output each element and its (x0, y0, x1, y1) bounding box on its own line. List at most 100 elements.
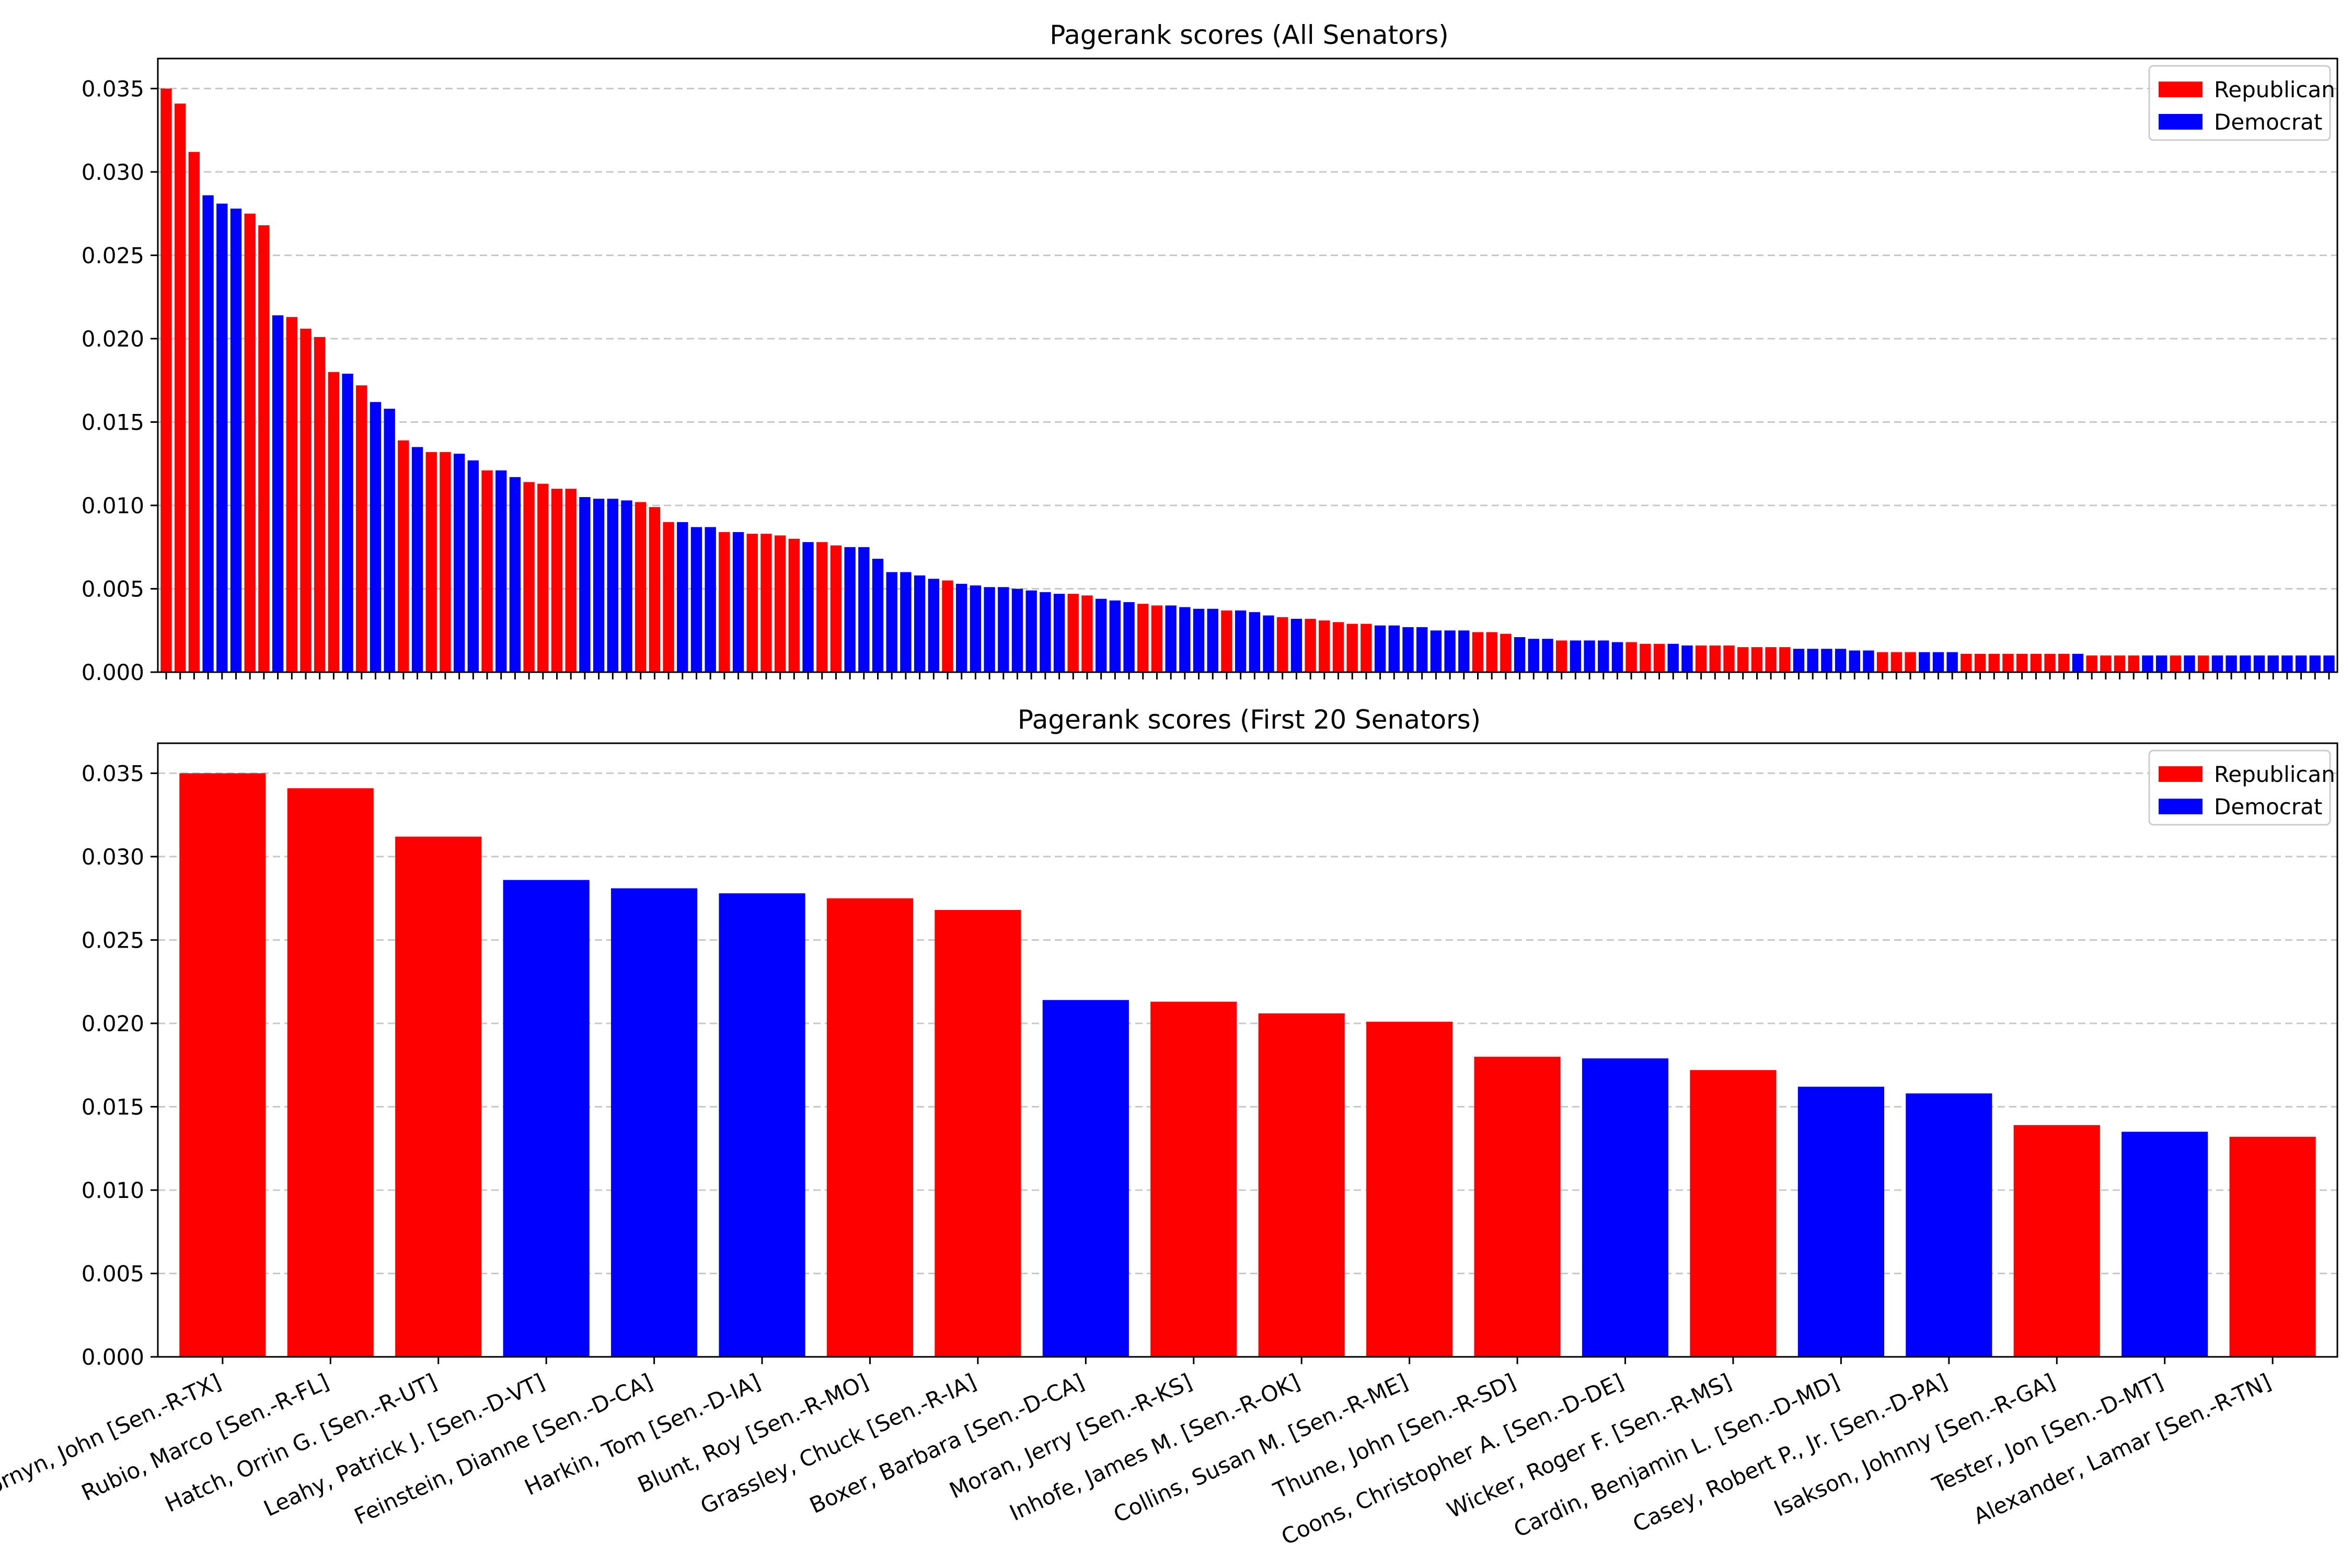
bar-democrat (1542, 639, 1553, 672)
bar-republican (328, 372, 340, 672)
bar-republican (2013, 1125, 2100, 1357)
bar-republican (2030, 653, 2042, 672)
bar-democrat (998, 587, 1009, 672)
bar-republican (2198, 655, 2209, 672)
bar-democrat (2072, 653, 2084, 672)
bar-republican (760, 534, 772, 672)
y-tick-label: 0.000 (82, 1344, 144, 1370)
bar-democrat (272, 315, 284, 672)
bar-democrat (495, 470, 507, 672)
bar-democrat (467, 460, 479, 672)
bar-democrat (1374, 625, 1386, 672)
bar-republican (1332, 622, 1344, 672)
bar-democrat (2122, 1132, 2208, 1357)
bar-democrat (677, 522, 688, 672)
bar-republican (1555, 640, 1567, 672)
y-tick-label: 0.010 (82, 1178, 144, 1203)
bar-republican (1737, 647, 1749, 672)
bar-republican (300, 328, 312, 672)
bar-democrat (1514, 637, 1526, 672)
legend-label-democrat: Democrat (2214, 794, 2322, 820)
bar-democrat (1681, 645, 1693, 672)
bar-republican (746, 534, 758, 672)
bar-republican (1695, 645, 1707, 672)
bar-republican (398, 440, 409, 672)
bar-democrat (1807, 649, 1818, 672)
bar-democrat (2281, 655, 2293, 672)
legend: Republican Democrat (2148, 65, 2335, 141)
bar-democrat (802, 542, 814, 672)
bar-republican (1346, 624, 1358, 672)
y-tick-label: 0.025 (82, 927, 144, 953)
legend: Republican Democrat (2148, 750, 2335, 826)
bar-democrat (1444, 630, 1456, 672)
bar-republican (1486, 632, 1497, 672)
bar-democrat (1011, 589, 1023, 672)
bar-republican (1067, 594, 1079, 672)
bar-republican (287, 788, 374, 1357)
bar-republican (830, 545, 842, 672)
bar-republican (2128, 655, 2139, 672)
y-tick-label: 0.030 (82, 159, 144, 185)
bar-republican (1974, 653, 1986, 672)
bar-democrat (1919, 652, 1930, 672)
bar-democrat (1123, 602, 1135, 672)
bar-democrat (1863, 650, 1874, 672)
bar-republican (935, 910, 1021, 1357)
bar-democrat (2253, 655, 2265, 672)
legend-swatch-democrat (2159, 799, 2203, 814)
bar-democrat (1584, 640, 1595, 672)
bar-democrat (607, 499, 618, 672)
bar-democrat (1570, 640, 1582, 672)
x-axis-ticks (165, 672, 2330, 679)
bar-republican (1474, 1056, 1561, 1357)
y-tick-label: 0.030 (82, 844, 144, 870)
legend-swatch-republican (2159, 82, 2203, 97)
bar-republican (649, 507, 661, 672)
bar-republican (2002, 653, 2014, 672)
bar-democrat (2295, 655, 2307, 672)
bar-republican (244, 213, 256, 673)
bar-democrat (2211, 655, 2223, 672)
bar-democrat (719, 893, 805, 1357)
bar-republican (1305, 618, 1316, 672)
bar-democrat (1040, 592, 1051, 672)
bar-republican (1137, 604, 1149, 672)
bar-democrat (2240, 655, 2251, 672)
plot-frame (157, 57, 2338, 673)
bar-democrat (1109, 600, 1121, 672)
y-tick-label: 0.005 (82, 576, 144, 602)
bar-democrat (503, 880, 590, 1357)
bar-republican (1081, 595, 1093, 672)
bar-republican (2016, 653, 2028, 672)
bar-democrat (732, 532, 744, 672)
y-tick-label: 0.035 (82, 76, 144, 101)
bar-republican (1779, 647, 1791, 672)
bar-democrat (1388, 625, 1400, 672)
bar-democrat (1207, 608, 1218, 672)
y-tick-label: 0.000 (82, 660, 144, 685)
bar-democrat (1053, 594, 1065, 672)
bar-democrat (1797, 1087, 1884, 1357)
y-tick-label: 0.005 (82, 1261, 144, 1286)
bar-democrat (858, 547, 870, 672)
bar-republican (537, 483, 549, 672)
plot-frame (157, 742, 2338, 1358)
bar-democrat (1946, 652, 1958, 672)
bar-republican (2086, 655, 2097, 672)
bar-democrat (509, 477, 521, 672)
y-axis-ticks: 0.000 0.005 0.010 0.015 0.020 0.025 0.030 0.035 (82, 76, 158, 685)
bar-republican (2058, 653, 2070, 672)
y-tick-label: 0.020 (82, 1011, 144, 1036)
bar-democrat (370, 402, 382, 672)
bar-democrat (2184, 655, 2195, 672)
chart-panel-all-senators: Pagerank scores (All Senators) 0.0000.00… (82, 20, 2338, 685)
bar-democrat (1582, 1058, 1669, 1357)
bar-republican (719, 532, 730, 672)
bar-democrat (1835, 649, 1847, 672)
bar-democrat (411, 447, 423, 672)
bar-republican (1361, 624, 1372, 672)
bar-democrat (886, 572, 897, 672)
bar-republican (1961, 653, 1972, 672)
bar-democrat (900, 572, 912, 672)
